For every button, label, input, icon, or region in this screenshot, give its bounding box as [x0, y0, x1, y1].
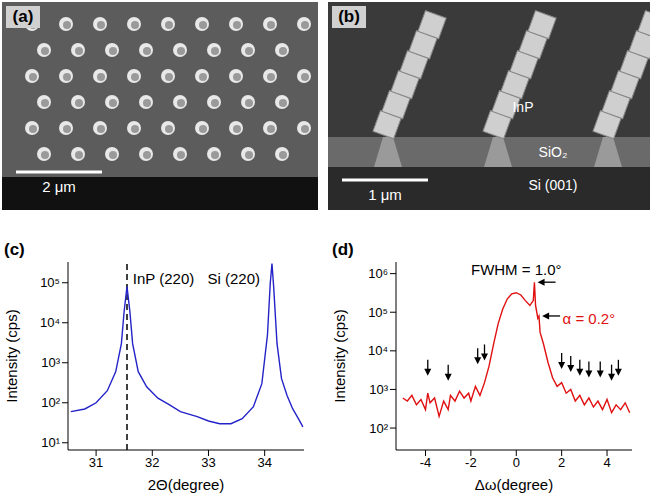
svg-text:10⁶: 10⁶ [368, 266, 388, 281]
svg-text:10³: 10³ [369, 382, 388, 397]
svg-text:34: 34 [257, 455, 271, 470]
svg-text:10⁴: 10⁴ [368, 343, 388, 358]
svg-text:33: 33 [201, 455, 215, 470]
svg-text:Δω(degree): Δω(degree) [475, 476, 553, 493]
svg-text:32: 32 [145, 455, 159, 470]
svg-text:2Θ(degree): 2Θ(degree) [148, 476, 225, 493]
svg-text:2 μm: 2 μm [42, 178, 76, 195]
svg-text:31: 31 [89, 455, 103, 470]
svg-text:(a): (a) [13, 7, 34, 26]
svg-text:2: 2 [558, 455, 565, 470]
svg-text:-2: -2 [465, 455, 477, 470]
svg-text:InP: InP [512, 99, 533, 115]
svg-text:InP (220): InP (220) [133, 270, 194, 287]
svg-text:10²: 10² [369, 421, 388, 436]
svg-text:SiO₂: SiO₂ [539, 144, 568, 160]
svg-text:10¹: 10¹ [41, 435, 60, 450]
svg-text:(b): (b) [338, 7, 360, 26]
svg-text:4: 4 [603, 455, 610, 470]
svg-text:Intensity (cps): Intensity (cps) [331, 309, 348, 402]
svg-text:1 μm: 1 μm [368, 186, 402, 203]
svg-text:0: 0 [513, 455, 520, 470]
svg-text:α = 0.2°: α = 0.2° [563, 310, 616, 327]
svg-text:10⁴: 10⁴ [40, 315, 60, 330]
svg-text:FWHM = 1.0°: FWHM = 1.0° [471, 262, 562, 278]
svg-text:-4: -4 [420, 455, 432, 470]
svg-text:Si (001): Si (001) [528, 177, 577, 193]
svg-text:Intensity (cps): Intensity (cps) [3, 309, 20, 402]
svg-text:10²: 10² [41, 395, 60, 410]
svg-text:10⁵: 10⁵ [40, 275, 60, 290]
html-text:(d): (d) [332, 240, 354, 259]
svg-text:Si (220): Si (220) [207, 270, 260, 287]
svg-text:10⁵: 10⁵ [368, 305, 388, 320]
svg-text:10³: 10³ [41, 355, 60, 370]
html-text:(c): (c) [4, 240, 25, 259]
